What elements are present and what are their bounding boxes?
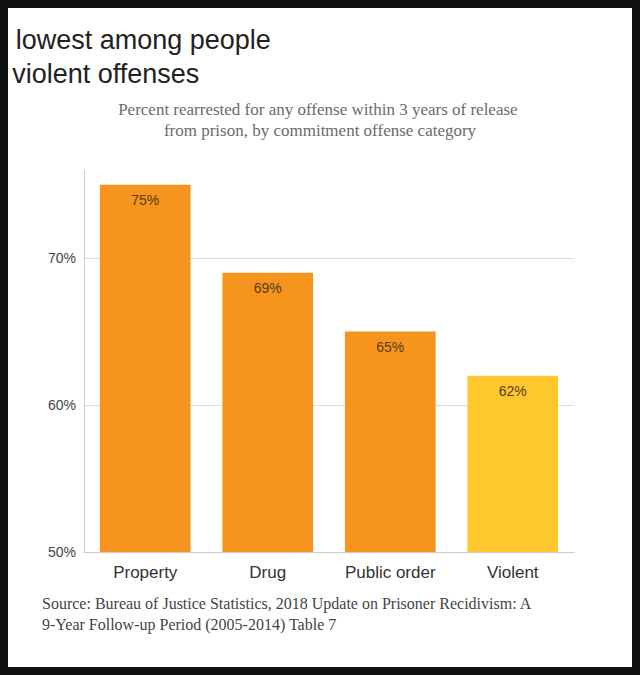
svg-text:Property: Property [113, 563, 178, 582]
svg-text:Source: Bureau of Justice Stat: Source: Bureau of Justice Statistics, 20… [42, 595, 534, 613]
svg-text:Public order: Public order [345, 563, 436, 582]
svg-text:9-Year Follow-up Period (2005-: 9-Year Follow-up Period (2005-2014) Tabl… [42, 616, 336, 634]
svg-text:75%: 75% [131, 192, 159, 208]
svg-text:Drug: Drug [249, 563, 286, 582]
svg-text:Re-arrest rates are lowest amo: Re-arrest rates are lowest among people [8, 25, 278, 55]
svg-text:60%: 60% [48, 397, 76, 413]
svg-text:Violent: Violent [487, 563, 539, 582]
svg-text:convicted of violent offenses: convicted of violent offenses [8, 59, 199, 89]
svg-text:from prison, by commitment off: from prison, by commitment offense categ… [164, 121, 477, 140]
svg-text:69%: 69% [254, 280, 282, 296]
svg-text:65%: 65% [376, 339, 404, 355]
svg-text:70%: 70% [48, 250, 76, 266]
svg-text:50%: 50% [48, 544, 76, 560]
svg-text:Percent rearrested for any off: Percent rearrested for any offense withi… [118, 100, 522, 119]
svg-text:62%: 62% [499, 383, 527, 399]
